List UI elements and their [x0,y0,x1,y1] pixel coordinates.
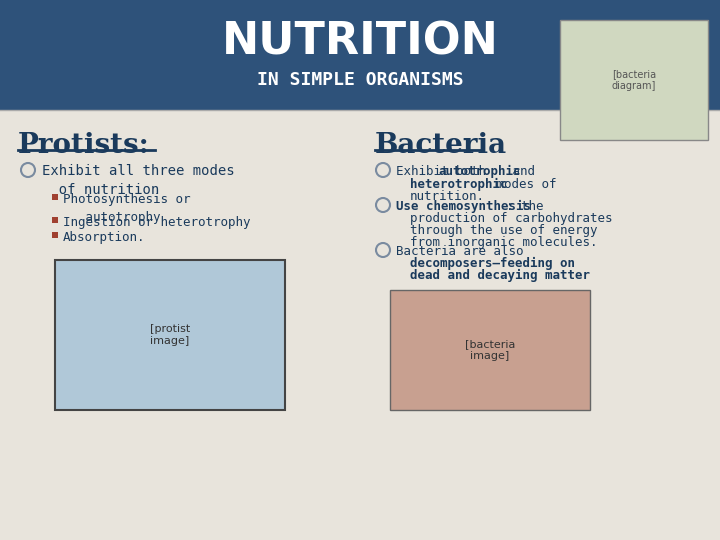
Text: Use chemosynthesis: Use chemosynthesis [396,200,531,213]
Text: dead and decaying matter: dead and decaying matter [410,269,590,282]
FancyBboxPatch shape [52,194,58,200]
Text: Absorption.: Absorption. [63,231,145,244]
Text: heterotrophic: heterotrophic [410,178,508,191]
Text: [bacteria
diagram]: [bacteria diagram] [612,69,656,91]
Text: autotrophic: autotrophic [438,165,521,178]
Text: production of carbohydrates: production of carbohydrates [410,212,613,225]
Text: Bacteria: Bacteria [375,132,507,159]
Text: nutrition.: nutrition. [410,190,485,203]
FancyBboxPatch shape [560,20,708,140]
Text: Ingestion or heterotrophy: Ingestion or heterotrophy [63,216,251,229]
FancyBboxPatch shape [0,0,720,110]
FancyBboxPatch shape [52,232,58,238]
Text: Photosynthesis or
   autotrophy: Photosynthesis or autotrophy [63,193,191,224]
Text: NUTRITION: NUTRITION [222,21,498,64]
FancyBboxPatch shape [390,290,590,410]
Text: through the use of energy: through the use of energy [410,224,598,237]
Text: decomposers—feeding on: decomposers—feeding on [410,257,575,270]
Text: [protist
image]: [protist image] [150,324,190,346]
Text: and: and [505,165,535,178]
FancyBboxPatch shape [55,260,285,410]
Text: Exhibit all three modes
  of nutrition: Exhibit all three modes of nutrition [42,164,235,198]
Text: [bacteria
image]: [bacteria image] [465,339,516,361]
Text: Bacteria are also: Bacteria are also [396,245,523,258]
Text: modes of: modes of [490,178,557,191]
Text: : the: : the [505,200,544,213]
Text: IN SIMPLE ORGANISMS: IN SIMPLE ORGANISMS [257,71,463,89]
Text: from inorganic molecules.: from inorganic molecules. [410,236,598,249]
Text: Protists:: Protists: [18,132,150,159]
Text: Exhibit both: Exhibit both [396,165,493,178]
FancyBboxPatch shape [52,217,58,223]
